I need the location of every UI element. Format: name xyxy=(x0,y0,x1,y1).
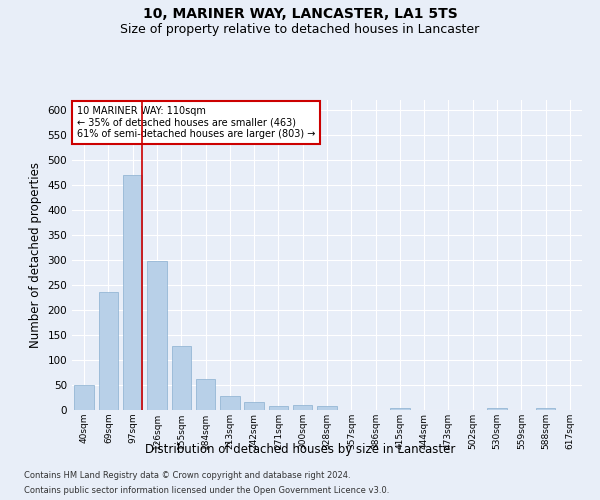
Bar xyxy=(172,346,191,410)
Text: Size of property relative to detached houses in Lancaster: Size of property relative to detached ho… xyxy=(121,22,479,36)
Bar xyxy=(317,406,337,410)
Bar xyxy=(123,175,142,410)
Text: Contains HM Land Registry data © Crown copyright and database right 2024.: Contains HM Land Registry data © Crown c… xyxy=(24,471,350,480)
Bar xyxy=(220,396,239,410)
Bar xyxy=(390,408,410,410)
Bar xyxy=(196,378,215,410)
Bar xyxy=(99,292,118,410)
Bar xyxy=(244,402,264,410)
Bar xyxy=(487,408,507,410)
Y-axis label: Number of detached properties: Number of detached properties xyxy=(29,162,42,348)
Text: Contains public sector information licensed under the Open Government Licence v3: Contains public sector information licen… xyxy=(24,486,389,495)
Text: 10, MARINER WAY, LANCASTER, LA1 5TS: 10, MARINER WAY, LANCASTER, LA1 5TS xyxy=(143,8,457,22)
Bar xyxy=(269,406,288,410)
Bar xyxy=(74,385,94,410)
Bar xyxy=(147,261,167,410)
Bar xyxy=(536,408,555,410)
Bar xyxy=(293,405,313,410)
Text: 10 MARINER WAY: 110sqm
← 35% of detached houses are smaller (463)
61% of semi-de: 10 MARINER WAY: 110sqm ← 35% of detached… xyxy=(77,106,316,140)
Text: Distribution of detached houses by size in Lancaster: Distribution of detached houses by size … xyxy=(145,442,455,456)
